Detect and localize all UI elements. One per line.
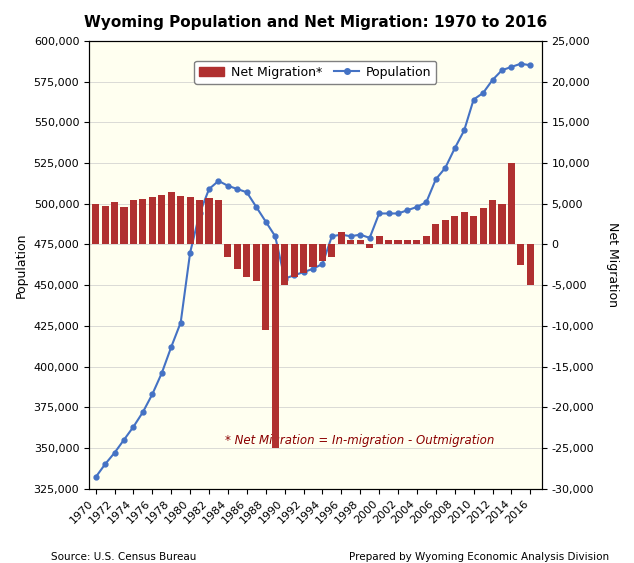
Bar	[215, 200, 222, 244]
Bar	[281, 244, 288, 285]
Bar	[357, 240, 364, 244]
Bar	[234, 244, 241, 269]
Text: * Net Migration = In-migration - Outmigration: * Net Migration = In-migration - Outmigr…	[225, 434, 494, 447]
Bar	[158, 195, 165, 244]
Bar	[120, 207, 127, 244]
Bar	[92, 204, 99, 244]
Bar	[366, 244, 373, 248]
Bar	[479, 208, 487, 244]
Bar	[101, 206, 108, 244]
Bar	[130, 200, 137, 244]
Bar	[498, 204, 505, 244]
Bar	[168, 193, 175, 244]
Bar	[262, 244, 269, 330]
Bar	[404, 240, 411, 244]
Bar	[309, 244, 316, 267]
Y-axis label: Net Migration: Net Migration	[606, 222, 619, 307]
Bar	[442, 220, 449, 244]
Bar	[432, 224, 439, 244]
Bar	[423, 236, 430, 244]
Bar	[517, 244, 524, 265]
Bar	[413, 240, 420, 244]
Bar	[394, 240, 401, 244]
Bar	[451, 216, 458, 244]
Bar	[338, 232, 345, 244]
Legend: Net Migration*, Population: Net Migration*, Population	[195, 61, 436, 83]
Bar	[347, 240, 354, 244]
Bar	[527, 244, 534, 285]
Bar	[508, 163, 515, 244]
Bar	[385, 240, 392, 244]
Text: Prepared by Wyoming Economic Analysis Division: Prepared by Wyoming Economic Analysis Di…	[349, 552, 609, 562]
Bar	[205, 198, 212, 244]
Bar	[224, 244, 231, 257]
Y-axis label: Population: Population	[15, 232, 28, 297]
Bar	[149, 197, 156, 244]
Bar	[300, 244, 307, 273]
Title: Wyoming Population and Net Migration: 1970 to 2016: Wyoming Population and Net Migration: 19…	[84, 15, 547, 30]
Bar	[470, 216, 477, 244]
Bar	[461, 212, 468, 244]
Bar	[139, 199, 146, 244]
Bar	[489, 200, 496, 244]
Bar	[319, 244, 326, 261]
Bar	[196, 200, 203, 244]
Bar	[186, 197, 193, 244]
Text: Source: U.S. Census Bureau: Source: U.S. Census Bureau	[51, 552, 196, 562]
Bar	[271, 244, 279, 448]
Bar	[290, 244, 297, 277]
Bar	[375, 236, 383, 244]
Bar	[111, 202, 118, 244]
Bar	[177, 195, 184, 244]
Bar	[253, 244, 260, 281]
Bar	[328, 244, 335, 257]
Bar	[243, 244, 250, 277]
